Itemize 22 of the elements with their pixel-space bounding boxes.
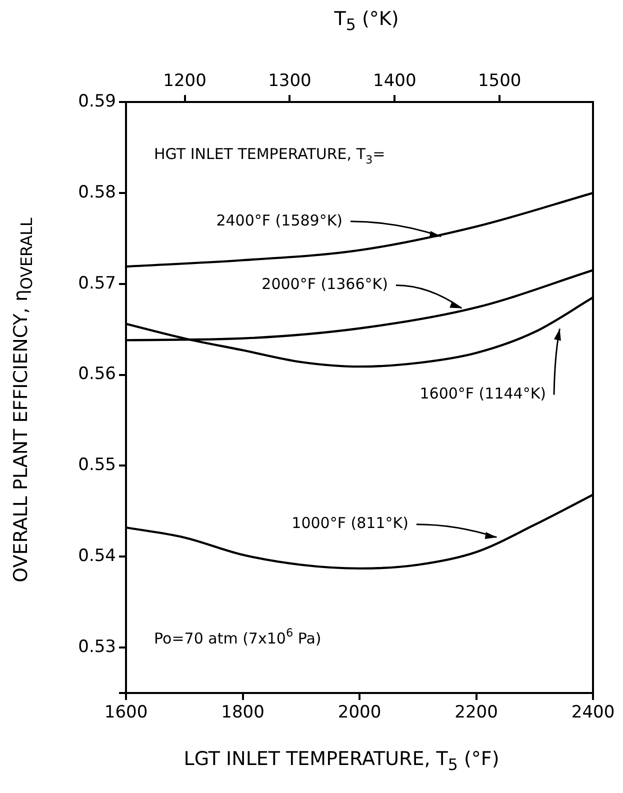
- annotation: 1000°F (811°K): [292, 514, 408, 532]
- annotation: 2000°F (1366°K): [262, 275, 388, 294]
- y-tick-label: 0.58: [78, 182, 116, 202]
- x2-tick-label: 1500: [478, 71, 522, 92]
- annotation: 1600°F (1144°K): [420, 384, 546, 403]
- y-tick-label: 0.55: [78, 455, 116, 476]
- y-tick-label: 0.54: [78, 546, 116, 566]
- y-tick-label: 0.59: [78, 91, 116, 112]
- x-axis-title: LGT INLET TEMPERATURE, T$_{5}$ (°F): [182, 748, 500, 774]
- x-tick-label: 1800: [221, 702, 264, 723]
- x2-tick-label: 1200: [163, 71, 206, 92]
- x2-tick-label: 1300: [268, 71, 312, 92]
- x2-axis-title: T$_{5}$ (°K): [333, 8, 400, 34]
- annotation: 2400°F (1589°K): [216, 211, 343, 230]
- y-tick-label: 0.57: [78, 273, 116, 294]
- x-tick-label: 1600: [104, 702, 148, 723]
- y-tick-label: 0.53: [78, 636, 116, 657]
- x-tick-label: 2400: [571, 702, 615, 723]
- x-tick-label: 2200: [454, 702, 498, 723]
- x2-tick-label: 1400: [373, 71, 416, 92]
- y-tick-label: 0.56: [78, 364, 116, 384]
- x-tick-label: 2000: [338, 702, 382, 723]
